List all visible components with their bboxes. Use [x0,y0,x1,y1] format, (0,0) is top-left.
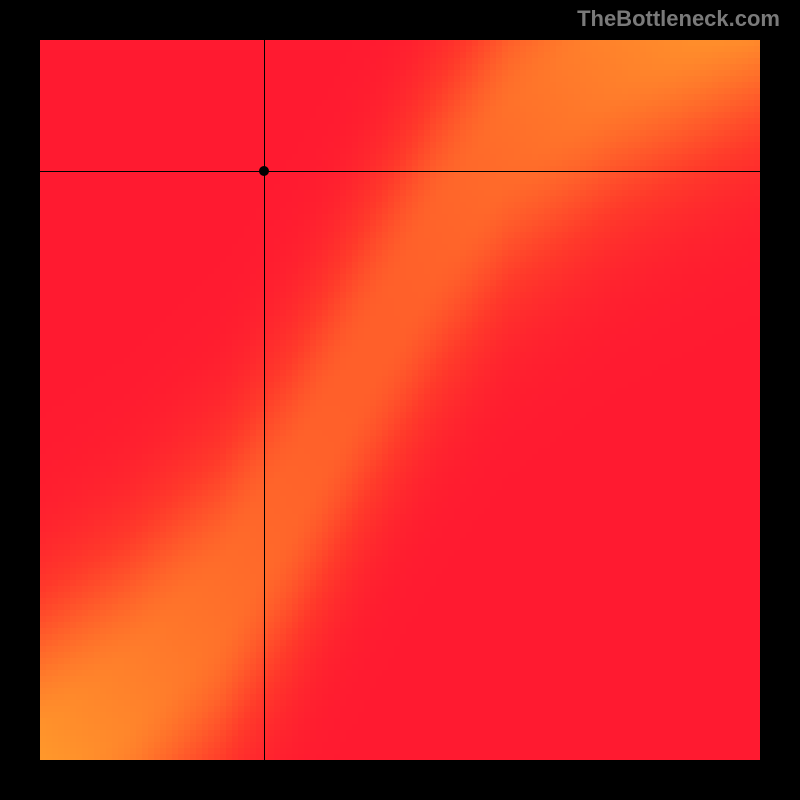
watermark: TheBottleneck.com [577,6,780,32]
heatmap-plot [40,40,760,760]
heatmap-canvas [40,40,760,760]
